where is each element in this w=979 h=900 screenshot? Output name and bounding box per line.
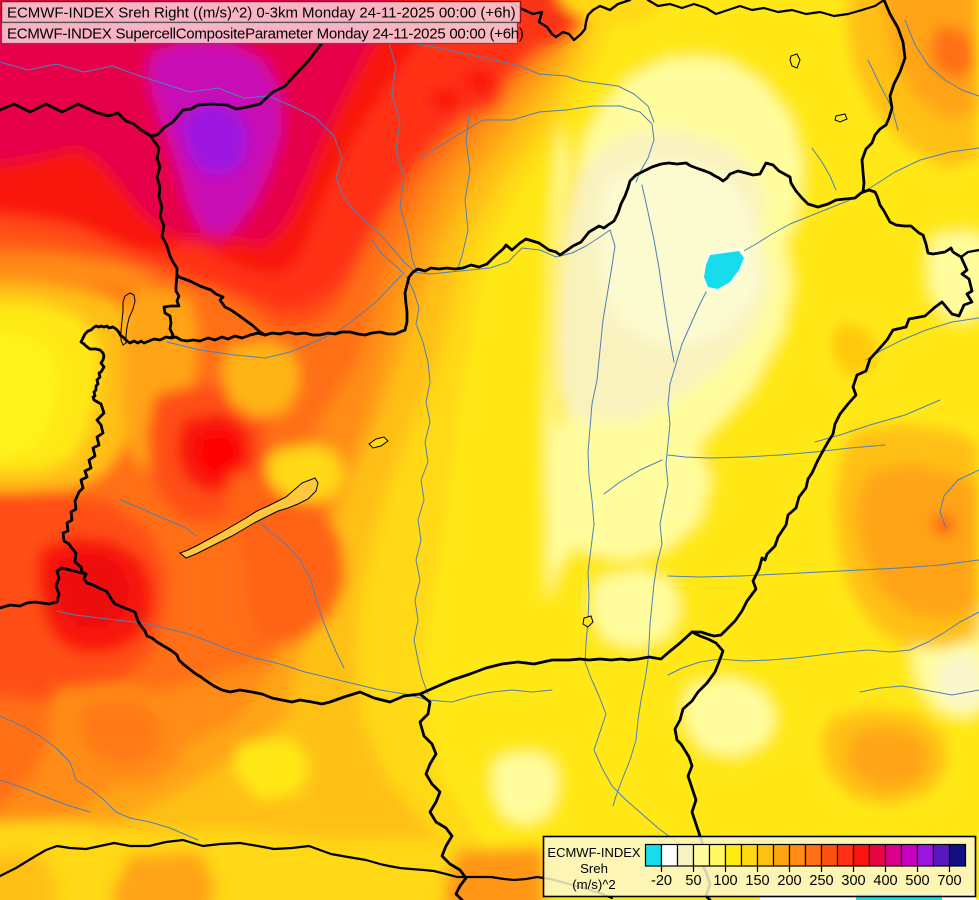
svg-text:150: 150 (745, 873, 769, 889)
svg-text:500: 500 (905, 873, 929, 889)
svg-text:ECMWF-INDEX SupercellComposite: ECMWF-INDEX SupercellCompositeParameter … (7, 26, 524, 43)
svg-text:ECMWF-INDEX: ECMWF-INDEX (547, 845, 640, 860)
svg-text:50: 50 (685, 873, 701, 889)
svg-text:100: 100 (713, 873, 737, 889)
svg-text:200: 200 (777, 873, 801, 889)
svg-text:ECMWF-INDEX Sreh Right ((m/s)^: ECMWF-INDEX Sreh Right ((m/s)^2) 0-3km M… (7, 5, 516, 22)
svg-text:-20: -20 (651, 873, 672, 889)
svg-text:250: 250 (809, 873, 833, 889)
svg-text:700: 700 (937, 873, 961, 889)
svg-text:400: 400 (873, 873, 897, 889)
svg-text:(m/s)^2: (m/s)^2 (572, 877, 616, 892)
svg-text:300: 300 (841, 873, 865, 889)
svg-text:Sreh: Sreh (580, 861, 608, 876)
